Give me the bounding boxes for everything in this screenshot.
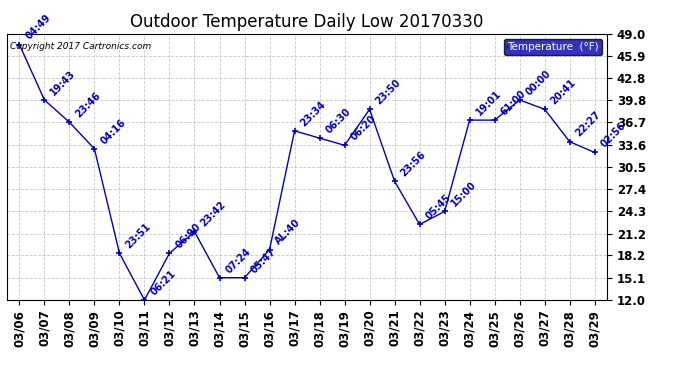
Text: 20:41: 20:41 [549,78,578,106]
Legend: Temperature  (°F): Temperature (°F) [504,39,602,55]
Text: 23:51: 23:51 [124,222,152,251]
Text: Copyright 2017 Cartronics.com: Copyright 2017 Cartronics.com [10,42,151,51]
Text: 02:56: 02:56 [599,121,628,150]
Text: 23:56: 23:56 [399,150,428,178]
Text: 23:42: 23:42 [199,200,228,229]
Text: 06:30: 06:30 [324,106,353,135]
Text: 05:47: 05:47 [248,246,277,275]
Text: 04:49: 04:49 [23,13,52,42]
Text: 19:01: 19:01 [474,88,503,117]
Text: 06:21: 06:21 [148,268,177,297]
Title: Outdoor Temperature Daily Low 20170330: Outdoor Temperature Daily Low 20170330 [130,13,484,31]
Text: 61:00: 61:00 [499,88,528,117]
Text: 23:50: 23:50 [374,78,403,106]
Text: 00:00: 00:00 [524,68,553,97]
Text: 04:16: 04:16 [99,117,128,146]
Text: 19:43: 19:43 [48,68,77,97]
Text: 15:00: 15:00 [448,180,477,209]
Text: 05:45: 05:45 [424,193,453,222]
Text: 23:46: 23:46 [74,90,103,120]
Text: 06:20: 06:20 [348,114,377,142]
Text: 23:34: 23:34 [299,99,328,128]
Text: AL:40: AL:40 [274,217,303,247]
Text: 22:27: 22:27 [574,110,603,139]
Text: 06:90: 06:90 [174,222,203,251]
Text: 07:24: 07:24 [224,246,253,275]
